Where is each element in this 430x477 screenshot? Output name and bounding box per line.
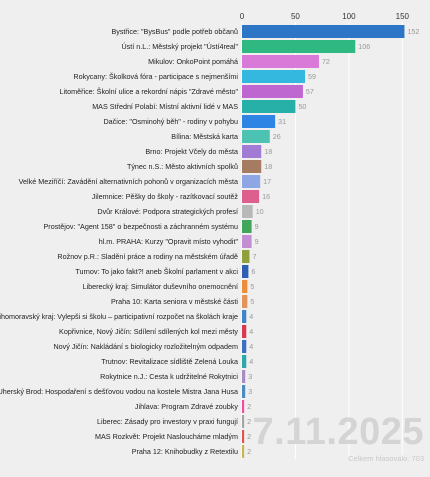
value-label: 2 — [247, 417, 251, 426]
value-label: 59 — [308, 72, 316, 81]
value-label: 2 — [247, 402, 251, 411]
bar — [242, 55, 319, 68]
bar — [242, 415, 245, 428]
category-label: Dvůr Králové: Podpora strategických prof… — [97, 207, 238, 216]
value-label: 18 — [264, 147, 272, 156]
value-label: 4 — [249, 327, 253, 336]
category-label: Dačice: "Osminohý běh" - rodiny v pohybu — [103, 117, 238, 126]
bar — [242, 295, 248, 308]
x-axis-ticks: 0 50 100 150 — [240, 12, 410, 21]
bar — [242, 310, 247, 323]
value-label: 5 — [250, 297, 254, 306]
bar — [242, 340, 247, 353]
value-label: 6 — [251, 267, 255, 276]
category-label: Praha 10: Karta seniora v městské části — [111, 297, 238, 306]
value-label: 4 — [249, 342, 253, 351]
category-label: Jihlava: Program Zdravé zoubky — [135, 402, 238, 411]
total-votes-label: Celkem hlasovalo: 703 — [348, 454, 424, 463]
value-label: 7 — [252, 252, 256, 261]
value-label: 3 — [248, 372, 252, 381]
value-labels: 1521067259575031261818171610997655444433… — [247, 27, 419, 456]
value-label: 50 — [298, 102, 306, 111]
category-label: Litoměřice: Školní ulice a rekordní nápi… — [60, 87, 239, 96]
category-label: Nový Jičín: Nakládání s biologicky rozlo… — [53, 342, 238, 351]
category-label: Liberec: Zásady pro investory v praxi fu… — [97, 417, 238, 426]
bar — [242, 175, 261, 188]
category-label: Mikulov: OnkoPoint pomáhá — [148, 57, 238, 66]
bar — [242, 445, 245, 458]
value-label: 5 — [250, 282, 254, 291]
category-label: Týnec n.S.: Město aktivních spolků — [127, 162, 238, 171]
value-label: 16 — [262, 192, 270, 201]
category-label: Trutnov: Revitalizace sídliště Zelená Lo… — [101, 357, 238, 366]
bar — [242, 115, 276, 128]
value-label: 9 — [255, 222, 259, 231]
bar — [242, 430, 245, 443]
category-label: Velké Meziříčí: Zavádění alternativních … — [19, 177, 238, 186]
bar — [242, 250, 250, 263]
category-label: Jilemnice: Pěšky do školy - razítkovací … — [92, 192, 239, 201]
category-label: hl.m. PRAHA: Kurzy "Opravit místo vyhodi… — [99, 237, 239, 246]
x-tick-label: 0 — [240, 12, 245, 21]
bar — [242, 40, 356, 53]
value-label: 57 — [306, 87, 314, 96]
category-label: Jihomoravský kraj: Vylepši si školu – pa… — [0, 312, 238, 321]
value-label: 3 — [248, 387, 252, 396]
value-label: 18 — [264, 162, 272, 171]
x-tick-label: 50 — [291, 12, 300, 21]
bars — [242, 25, 405, 458]
value-label: 72 — [322, 57, 330, 66]
bar — [242, 235, 252, 248]
category-label: Liberecký kraj: Simulátor duševního onem… — [83, 282, 238, 291]
category-labels: Bystřice: "BysBus" podle potřeb občanů Ús… — [0, 27, 238, 456]
value-label: 26 — [273, 132, 281, 141]
bar — [242, 85, 303, 98]
category-label: Bílina: Městská karta — [171, 132, 238, 141]
bar — [242, 385, 246, 398]
bar — [242, 400, 245, 413]
bar — [242, 25, 405, 38]
bar — [242, 220, 252, 233]
category-label: Prostějov: "Agent 158" o bezpečnosti a z… — [44, 222, 238, 231]
value-label: 2 — [247, 432, 251, 441]
bar — [242, 70, 306, 83]
value-label: 4 — [249, 357, 253, 366]
category-label: MAS Rozkvět: Projekt Nasloucháme mladým — [95, 432, 238, 441]
x-tick-label: 100 — [342, 12, 356, 21]
bar — [242, 325, 247, 338]
value-label: 4 — [249, 312, 253, 321]
category-label: Brno: Projekt Včely do města — [145, 147, 238, 156]
category-label: Bystřice: "BysBus" podle potřeb občanů — [111, 27, 238, 36]
value-label: 106 — [358, 42, 370, 51]
x-tick-label: 150 — [396, 12, 410, 21]
category-label: Rožnov p.R.: Sladění práce a rodiny na m… — [57, 252, 238, 261]
value-label: 152 — [407, 27, 419, 36]
value-label: 2 — [247, 447, 251, 456]
category-label: Rokytnice n.J.: Cesta k udržitelné Rokyt… — [100, 372, 238, 381]
value-label: 17 — [263, 177, 271, 186]
category-label: Praha 12: Knihobudky z Retextilu — [132, 447, 238, 456]
bar — [242, 265, 249, 278]
bar — [242, 160, 262, 173]
category-label: Turnov: To jako fakt?! aneb Školní parla… — [75, 267, 238, 276]
value-label: 31 — [278, 117, 286, 126]
bar — [242, 190, 260, 203]
bar — [242, 280, 248, 293]
category-label: Uherský Brod: Hospodaření s dešťovou vod… — [0, 387, 238, 396]
bar — [242, 355, 247, 368]
bar — [242, 100, 296, 113]
bar — [242, 205, 253, 218]
bar — [242, 130, 270, 143]
bar — [242, 370, 246, 383]
category-label: Kopřivnice, Nový Jičín: Sdílení sdílenýc… — [59, 327, 238, 336]
category-label: Ústí n.L.: Městský projekt "Ústí4real" — [121, 42, 238, 51]
category-label: Rokycany: Školková fóra - participace s … — [73, 72, 238, 81]
value-label: 10 — [256, 207, 264, 216]
bar — [242, 145, 262, 158]
date-stamp: 7.11.2025 — [252, 411, 424, 453]
category-label: MAS Střední Polabí: Místní aktivní lidé … — [92, 102, 238, 111]
value-label: 9 — [255, 237, 259, 246]
